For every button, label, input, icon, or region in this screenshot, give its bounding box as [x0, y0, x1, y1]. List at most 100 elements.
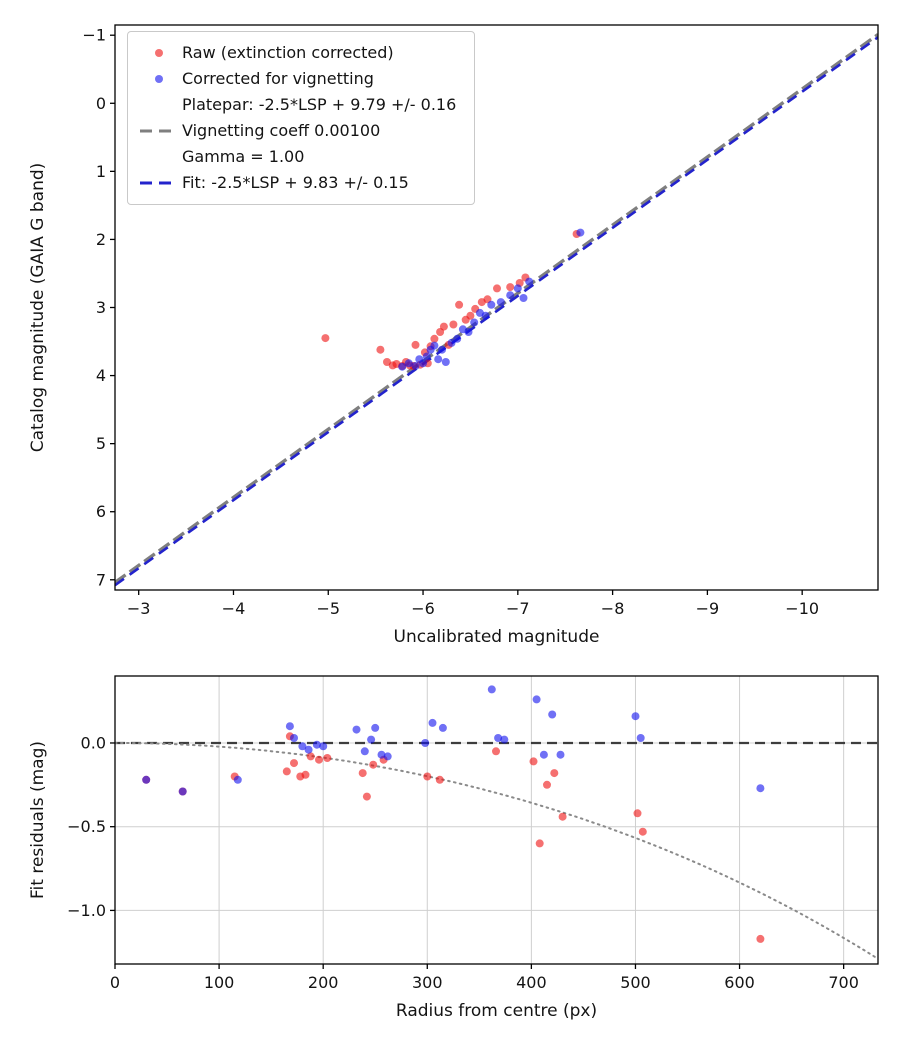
red-dot-marker — [136, 40, 182, 66]
y-tick-label: 0 — [96, 94, 106, 113]
corrected-residuals — [494, 734, 503, 742]
raw-residuals — [301, 770, 310, 779]
x-tick-label: 700 — [828, 973, 859, 992]
magnitude-fit-plot-area — [115, 33, 878, 587]
legend-label-corrected: Corrected for vignetting — [182, 69, 374, 88]
corrected-residuals — [756, 784, 765, 793]
raw-residuals — [435, 775, 444, 784]
raw-points — [411, 340, 420, 349]
corrected-residuals — [532, 695, 541, 704]
raw-residuals — [558, 812, 567, 821]
x-tick-label: 500 — [620, 973, 651, 992]
raw-points — [376, 345, 385, 354]
raw-residuals — [638, 827, 647, 836]
corrected-residuals — [178, 787, 187, 796]
x-tick-label: −4 — [222, 599, 246, 618]
corrected-points — [441, 358, 450, 366]
legend-entry-fit: Fit: -2.5*LSP + 9.83 +/- 0.15 — [136, 170, 456, 196]
blue-dashed-line-marker — [136, 170, 182, 196]
corrected-points — [398, 362, 407, 371]
x-tick-label: −10 — [785, 599, 819, 618]
corrected-points — [438, 345, 446, 354]
y-tick-label: 0.0 — [81, 733, 106, 752]
corrected-points — [470, 318, 479, 327]
raw-residuals — [550, 769, 559, 778]
x-tick-label: 300 — [412, 973, 443, 992]
y-tick-label: 4 — [96, 366, 106, 385]
corrected-residuals — [428, 718, 437, 727]
y-tick-label: 6 — [96, 502, 106, 521]
raw-residuals — [315, 755, 323, 764]
corrected-residuals — [383, 752, 392, 761]
raw-residuals — [492, 747, 500, 756]
y-tick-label: 5 — [96, 434, 106, 453]
raw-points — [493, 284, 501, 293]
plot-legend: Raw (extinction corrected) Corrected for… — [127, 31, 476, 205]
x-tick-label: 600 — [724, 973, 755, 992]
corrected-points — [525, 277, 534, 286]
legend-label-platepar: Platepar: -2.5*LSP + 9.79 +/- 0.16 Vigne… — [182, 92, 456, 170]
raw-points — [506, 283, 515, 292]
raw-points — [455, 300, 464, 309]
legend-label-raw: Raw (extinction corrected) — [182, 43, 394, 62]
corrected-residuals — [233, 775, 242, 784]
x-tick-label: −9 — [696, 599, 720, 618]
platepar-equation: Platepar: -2.5*LSP + 9.79 +/- 0.16 — [182, 95, 457, 114]
raw-residuals — [323, 754, 332, 762]
x-tick-label: −5 — [316, 599, 340, 618]
raw-residuals — [423, 772, 432, 781]
corrected-points — [496, 298, 505, 307]
y-tick-label: −0.5 — [67, 817, 106, 836]
legend-label-fit: Fit: -2.5*LSP + 9.83 +/- 0.15 — [182, 173, 409, 192]
corrected-points — [411, 362, 420, 370]
raw-residuals — [290, 759, 298, 768]
corrected-residuals — [304, 745, 313, 754]
x-tick-label: −7 — [506, 599, 530, 618]
corrected-points — [434, 355, 443, 364]
raw-points — [466, 311, 475, 320]
residuals-ylabel: Fit residuals (mag) — [28, 741, 48, 899]
vignetting-coeff-text: Vignetting coeff 0.00100 — [182, 121, 381, 140]
gamma-text: Gamma = 1.00 — [182, 147, 305, 166]
raw-residuals — [529, 757, 538, 766]
x-tick-label: 100 — [204, 973, 235, 992]
legend-entry-corrected: Corrected for vignetting — [136, 66, 456, 92]
corrected-residuals — [548, 710, 557, 719]
residuals-plot-area — [115, 676, 878, 964]
raw-points — [439, 322, 448, 331]
corrected-points — [430, 341, 439, 350]
corrected-points — [506, 291, 515, 300]
magnitude-fit-xlabel: Uncalibrated magnitude — [394, 627, 600, 647]
corrected-residuals — [142, 775, 151, 784]
y-tick-label: 2 — [96, 230, 106, 249]
corrected-points — [464, 328, 473, 336]
corrected-points — [419, 359, 427, 368]
corrected-residuals — [500, 735, 509, 744]
raw-residuals — [633, 809, 642, 818]
corrected-residuals — [319, 742, 328, 751]
raw-residuals — [756, 934, 765, 943]
gray-dashed-line-marker — [136, 118, 182, 144]
corrected-points — [519, 294, 528, 302]
raw-residuals — [369, 760, 378, 769]
corrected-points — [576, 228, 585, 237]
x-tick-label: 0 — [110, 973, 120, 992]
fit-line — [115, 36, 878, 587]
corrected-points — [447, 338, 456, 347]
residuals-xlabel: Radius from centre (px) — [396, 1001, 597, 1021]
raw-residuals — [358, 769, 367, 778]
raw-points — [321, 334, 330, 343]
corrected-points — [487, 300, 496, 309]
corrected-points — [453, 334, 462, 343]
corrected-points — [481, 311, 490, 320]
y-tick-label: 3 — [96, 298, 106, 317]
corrected-residuals — [421, 739, 430, 747]
corrected-residuals — [312, 740, 321, 749]
corrected-residuals — [360, 747, 369, 756]
corrected-residuals — [377, 750, 386, 759]
y-tick-label: −1 — [82, 26, 106, 45]
magnitude-fit-ylabel: Catalog magnitude (GAIA G band) — [28, 163, 48, 453]
x-tick-label: 400 — [516, 973, 547, 992]
raw-residuals — [543, 780, 551, 789]
